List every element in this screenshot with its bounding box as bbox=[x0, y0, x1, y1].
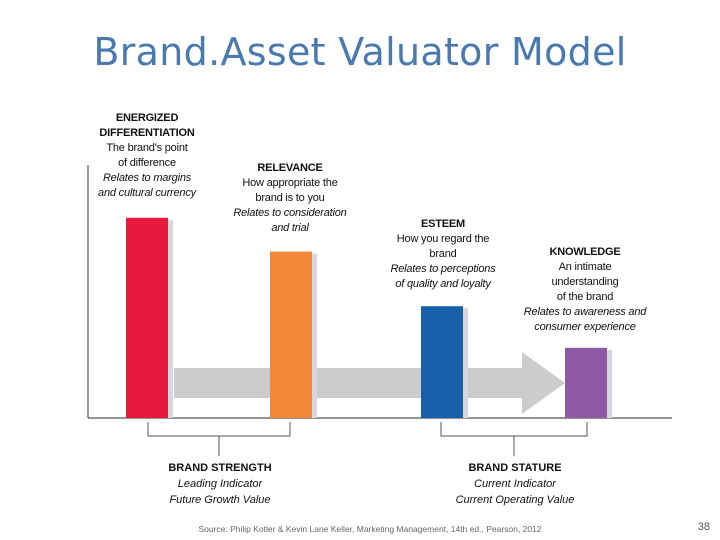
pillar-description: of the brand bbox=[556, 291, 614, 303]
bar-energized-differentiation bbox=[126, 217, 168, 418]
pillar-description: brand bbox=[429, 248, 457, 260]
bar-esteem bbox=[421, 306, 463, 418]
bar-knowledge-shadow bbox=[607, 349, 612, 418]
pillar-name: KNOWLEDGE bbox=[549, 246, 621, 258]
pillar-description: The brand's point bbox=[106, 142, 188, 154]
group-indicator: Current Indicator bbox=[474, 478, 556, 490]
brand-stature-bracket bbox=[440, 422, 588, 456]
pillar-relates: Relates to perceptions bbox=[390, 263, 496, 275]
brand-strength-bracket bbox=[147, 422, 291, 456]
group-indicator: Leading Indicator bbox=[177, 478, 263, 490]
pillar-relates: and cultural currency bbox=[98, 187, 196, 199]
pillar-label-energized-differentiation: ENERGIZED DIFFERENTIATION The brand's po… bbox=[84, 111, 210, 201]
pillar-relates: and trial bbox=[271, 222, 309, 234]
pillar-label-knowledge: KNOWLEDGE An intimate understanding of t… bbox=[515, 245, 655, 335]
pillar-description: brand is to you bbox=[255, 192, 325, 204]
slide-title: Brand.Asset Valuator Model bbox=[93, 30, 627, 74]
bar-knowledge bbox=[565, 347, 607, 418]
pillar-description: How appropriate the bbox=[242, 177, 338, 189]
source-citation: Source: Philip Kotler & Kevin Lane Kelle… bbox=[198, 524, 542, 534]
progress-arrow bbox=[174, 352, 565, 414]
group-name: BRAND STATURE bbox=[468, 462, 562, 474]
brand-strength-label: BRAND STRENGTH Leading Indicator Future … bbox=[150, 460, 290, 508]
pillar-description: How you regard the bbox=[396, 233, 490, 245]
pillar-name: DIFFERENTIATION bbox=[99, 127, 195, 139]
pillar-name: RELEVANCE bbox=[257, 162, 323, 174]
group-name: BRAND STRENGTH bbox=[168, 462, 272, 474]
group-value: Current Operating Value bbox=[455, 494, 575, 506]
pillar-relates: consumer experience bbox=[534, 321, 636, 333]
brand-stature-label: BRAND STATURE Current Indicator Current … bbox=[440, 460, 590, 508]
bar-relevance bbox=[270, 251, 312, 418]
pillar-label-esteem: ESTEEM How you regard the brand Relates … bbox=[378, 217, 508, 292]
pillar-name: ENERGIZED bbox=[115, 112, 179, 124]
bar-relevance-shadow bbox=[312, 253, 317, 418]
bar-energized-differentiation-shadow bbox=[168, 219, 173, 418]
pillar-description: understanding bbox=[551, 276, 619, 288]
pillar-description: An intimate bbox=[558, 261, 612, 273]
pillar-name: ESTEEM bbox=[420, 218, 466, 230]
bar-esteem-shadow bbox=[463, 308, 468, 418]
page-number: 38 bbox=[697, 521, 710, 533]
group-value: Future Growth Value bbox=[169, 494, 271, 506]
pillar-relates: Relates to margins bbox=[102, 172, 192, 184]
pillar-label-relevance: RELEVANCE How appropriate the brand is t… bbox=[222, 161, 358, 236]
pillar-relates: of quality and loyalty bbox=[395, 278, 491, 290]
pillar-relates: Relates to awareness and bbox=[523, 306, 647, 318]
pillar-description: of difference bbox=[118, 157, 176, 169]
pillar-relates: Relates to consideration bbox=[233, 207, 347, 219]
